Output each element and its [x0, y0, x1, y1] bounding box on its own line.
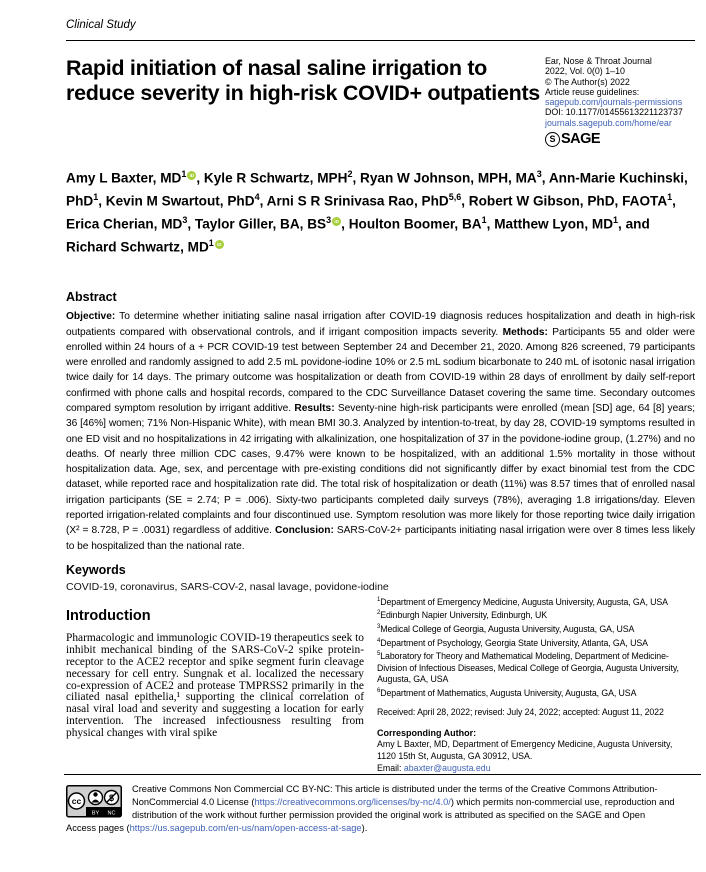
sage-logo-mark: S — [545, 132, 560, 148]
author-name: Taylor Giller, BA, BS — [194, 216, 327, 232]
author-affiliation-sup: 1 — [208, 238, 214, 249]
orcid-icon[interactable]: iD — [214, 240, 224, 250]
author-name: Houlton Boomer, BA — [348, 216, 482, 232]
license-link[interactable]: https://creativecommons.org/licenses/by-… — [254, 797, 451, 807]
svg-text:BY: BY — [92, 810, 100, 816]
corresponding-author-heading: Corresponding Author: — [377, 727, 477, 738]
abstract-section: Abstract Objective: To determine whether… — [66, 290, 695, 554]
introduction-heading: Introduction — [66, 607, 151, 624]
article-category: Clinical Study — [66, 19, 136, 31]
sage-logo-word: SAGE — [561, 131, 601, 148]
author-name: Ann-Marie Kuchinski, PhD — [66, 170, 688, 209]
author-name: Kyle R Schwartz, MPH — [203, 170, 348, 186]
author-affiliation-sup: 1 — [613, 215, 619, 226]
author-affiliation-sup: 1 — [481, 215, 487, 226]
introduction-section: Introduction Pharmacologic and immunolog… — [66, 607, 364, 740]
affiliation-sup: 6 — [377, 687, 381, 694]
page-title: Rapid initiation of nasal saline irrigat… — [66, 56, 540, 105]
author-name: Matthew Lyon, MD — [494, 216, 614, 232]
journal-copyright: © The Author(s) 2022 — [545, 76, 630, 87]
author-affiliation-sup: 2 — [347, 169, 353, 180]
keywords-heading: Keywords — [66, 562, 126, 577]
author-affiliation-sup: 1 — [93, 192, 99, 203]
author-affiliation-sup: 4 — [254, 192, 260, 203]
affiliation-item: 4Department of Psychology, Georgia State… — [377, 637, 648, 648]
abstract-segment-label: Methods: — [502, 326, 548, 338]
email-link[interactable]: abaxter@augusta.edu — [403, 762, 491, 773]
author-affiliation-sup: 1 — [667, 192, 673, 203]
affiliation-sup: 4 — [377, 637, 381, 644]
author-list: Amy L Baxter, MD1 iD, Kyle R Schwartz, MP… — [66, 169, 688, 255]
affiliation-item: 1Department of Emergency Medicine, Augus… — [377, 596, 668, 607]
keywords-text: COVID-19, coronavirus, SARS-COV-2, nasal… — [66, 580, 389, 593]
affiliation-item: 2Edinburgh Napier University, Edinburgh,… — [377, 610, 548, 621]
author-affiliation-sup: 1 — [181, 169, 187, 180]
license-footer: cc $ BY NC Creative Commons Non Commerci… — [64, 774, 701, 835]
orcid-icon[interactable]: iD — [187, 171, 197, 181]
header-divider — [66, 40, 695, 41]
author-affiliation-sup: 3 — [536, 169, 542, 180]
author-affiliation-sup: 3 — [182, 215, 188, 226]
email-label: Email: — [377, 762, 404, 773]
journal-volume: 2022, Vol. 0(0) 1–10 — [545, 66, 625, 77]
abstract-segment-label: Objective: — [66, 311, 116, 323]
cc-by-nc-badge-icon: cc $ BY NC — [66, 785, 122, 818]
doi: DOI: 10.1177/01455613221123737 — [545, 107, 683, 118]
footnotes-column: 1Department of Emergency Medicine, Augus… — [377, 595, 693, 774]
introduction-paragraph: Pharmacologic and immunologic COVID-19 t… — [66, 631, 364, 740]
author-name: Kevin M Swartout, PhD — [105, 193, 255, 209]
affiliation-sup: 3 — [377, 623, 381, 630]
affiliation-sup: 2 — [377, 610, 381, 617]
article-dates: Received: April 28, 2022; revised: July … — [377, 707, 664, 718]
corresponding-author-text: Amy L Baxter, MD, Department of Emergenc… — [377, 739, 673, 762]
abstract-segment-label: Results: — [294, 402, 335, 414]
license-link[interactable]: https://us.sagepub.com/en-us/nam/open-ac… — [129, 823, 362, 833]
author-name: Robert W Gibson, PhD, FAOTA — [468, 193, 668, 209]
affiliations-list: 1Department of Emergency Medicine, Augus… — [377, 595, 693, 699]
corresponding-author-email-line: Email: abaxter@augusta.edu — [377, 763, 693, 775]
svg-text:cc: cc — [72, 796, 82, 806]
abstract-heading: Abstract — [66, 290, 117, 305]
keywords-section: Keywords COVID-19, coronavirus, SARS-COV… — [66, 563, 695, 594]
abstract-segment-label: Conclusion: — [275, 525, 334, 537]
author-name: Erica Cherian, MD — [66, 216, 183, 232]
author-name: Amy L Baxter, MD — [66, 170, 182, 186]
author-affiliation-sup: 3 — [326, 215, 332, 226]
author-name: Arni S R Srinivasa Rao, PhD — [266, 193, 449, 209]
affiliation-sup: 5 — [377, 651, 381, 658]
journal-home-link[interactable]: journals.sagepub.com/home/ear — [545, 117, 672, 128]
affiliation-item: 5Laboratory for Theory and Mathematical … — [377, 650, 679, 685]
journal-name: Ear, Nose & Throat Journal — [545, 56, 652, 66]
affiliation-item: 3Medical College of Georgia, Augusta Uni… — [377, 623, 635, 634]
reuse-guidelines-link[interactable]: sagepub.com/journals-permissions — [545, 97, 683, 108]
affiliation-sup: 1 — [377, 596, 381, 603]
sage-logo: S SAGE — [545, 131, 695, 148]
affiliation-item: 6Department of Mathematics, Augusta Univ… — [377, 687, 637, 698]
journal-info-block: Ear, Nose & Throat Journal 2022, Vol. 0(… — [545, 56, 695, 148]
corresponding-author-block: Corresponding Author: Amy L Baxter, MD, … — [377, 728, 693, 774]
svg-text:NC: NC — [108, 810, 116, 816]
license-text: Creative Commons Non Commercial CC BY-NC… — [66, 784, 675, 833]
license-block: cc $ BY NC Creative Commons Non Commerci… — [66, 783, 677, 835]
author-name: Richard Schwartz, MD — [66, 239, 209, 255]
orcid-icon[interactable]: iD — [332, 217, 342, 227]
reuse-guidelines-label: Article reuse guidelines: — [545, 86, 640, 97]
author-affiliation-sup: 5,6 — [448, 192, 462, 203]
author-name: Ryan W Johnson, MPH, MA — [360, 170, 537, 186]
abstract-text: Objective: To determine whether initiati… — [66, 311, 695, 552]
